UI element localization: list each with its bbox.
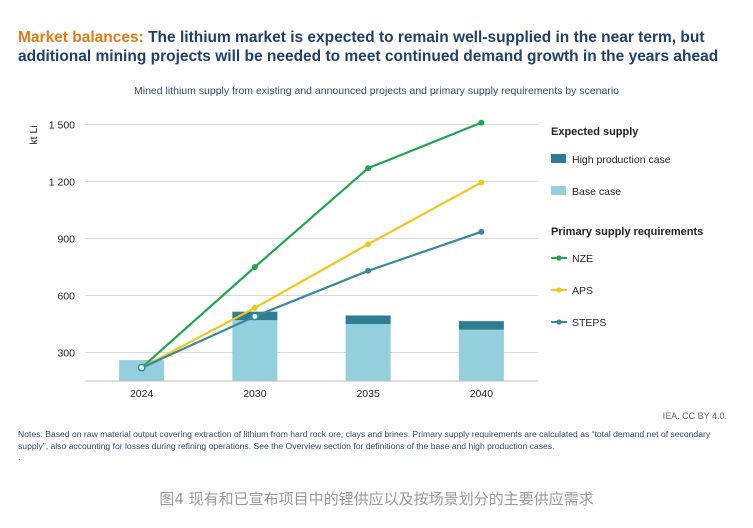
series-point-steps: [478, 228, 485, 235]
legend-header-lines: Primary supply requirements: [551, 226, 703, 238]
y-tick-label: 1 500: [49, 120, 75, 132]
series-line-nze: [140, 121, 482, 369]
legend-label: STEPS: [572, 317, 606, 329]
headline-text: The lithium market is expected to remain…: [18, 29, 719, 65]
legend-marker-aps: [556, 287, 562, 293]
series-point-nze: [478, 119, 485, 126]
chart-subtitle: Mined lithium supply from existing and a…: [134, 85, 619, 97]
notes-trailing-dot: .: [18, 452, 21, 462]
chart-headline: Market balances: The lithium market is e…: [18, 28, 738, 66]
y-tick-label: 600: [57, 291, 75, 303]
series-line-steps: [141, 230, 482, 369]
y-tick-label: 300: [57, 348, 75, 360]
legend-label: NZE: [572, 253, 593, 265]
y-tick-label: 900: [57, 234, 75, 246]
legend-marker-steps: [556, 319, 562, 325]
lithium-supply-chart: 300 600 900 1 200 1 500 kt Li 2024 2030 2035 2040…: [28, 119, 703, 401]
figure-caption: 图4 现有和已宣布项目中的锂供应以及按场景划分的主要供应需求: [159, 490, 594, 508]
legend-header-bars: Expected supply: [551, 126, 639, 138]
bar-high-production-case: [458, 321, 504, 330]
chart-notes: Notes: Based on raw material output cove…: [18, 429, 711, 451]
series-point-steps: [365, 267, 372, 274]
series-start-point: [137, 363, 146, 372]
series-point-nze: [365, 165, 372, 172]
bar-base-case: [232, 320, 278, 381]
x-tick-label: 2024: [130, 388, 154, 400]
source-credit: IEA. CC BY 4.0.: [662, 411, 727, 421]
bar-base-case: [458, 329, 504, 381]
series-point-nze: [251, 264, 258, 270]
bar-base-case: [345, 324, 391, 381]
legend-marker-nze: [556, 255, 562, 261]
legend-label: High production case: [572, 154, 671, 166]
legend-label: Base case: [572, 186, 621, 198]
series-point-aps: [251, 304, 258, 311]
series-point-aps: [478, 179, 485, 186]
series-line-aps: [141, 181, 482, 369]
x-tick-label: 2040: [470, 388, 494, 400]
legend-label: APS: [572, 285, 593, 297]
legend-swatch-base-case: [551, 186, 566, 195]
y-tick-label: 1 200: [49, 177, 75, 189]
headline-kicker: Market balances:: [18, 29, 144, 46]
bar-high-production-case: [345, 315, 391, 324]
series-point-aps: [365, 241, 372, 248]
legend-swatch-high-production-case: [551, 154, 566, 163]
series-point-steps-open: [250, 312, 259, 321]
x-tick-label: 2030: [243, 388, 267, 400]
y-axis-label: kt Li: [28, 125, 40, 144]
x-tick-label: 2035: [356, 388, 380, 400]
